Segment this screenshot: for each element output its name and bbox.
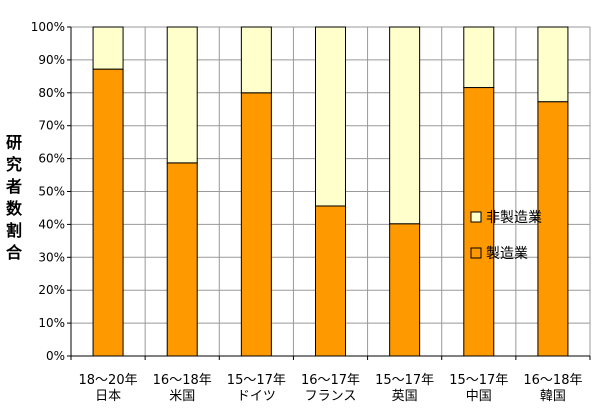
- bar-manufacturing: [240, 92, 272, 357]
- axes: [67, 26, 591, 360]
- x-tick-label-country: ドイツ: [237, 389, 276, 404]
- y-tick-label: 80%: [38, 86, 65, 100]
- bar-non-manufacturing: [166, 26, 198, 164]
- bar-manufacturing: [315, 205, 346, 357]
- bar-non-manufacturing: [315, 26, 346, 207]
- bar-manufacturing: [92, 68, 124, 357]
- legend-label: 非製造業: [486, 210, 542, 226]
- bar-non-manufacturing: [537, 26, 569, 103]
- x-tick-label-country: 韓国: [540, 389, 566, 404]
- x-tick-label-period: 15～17年: [227, 373, 286, 388]
- y-axis-label-char: 者: [5, 177, 22, 196]
- bar-non-manufacturing: [389, 26, 421, 225]
- legend-swatch: [470, 211, 482, 223]
- x-tick-label-period: 16～18年: [153, 373, 212, 388]
- x-tick-label-period: 18～20年: [79, 373, 138, 388]
- y-tick-label: 10%: [38, 316, 65, 330]
- y-axis-label-char: 研: [6, 133, 22, 152]
- bar-manufacturing: [537, 101, 569, 357]
- bars: [92, 26, 569, 357]
- y-tick-label: 50%: [38, 185, 65, 199]
- x-tick-label-period: 15～17年: [449, 373, 508, 388]
- y-tick-labels: 0% 10% 20% 30% 40% 50% 60% 70% 80% 90% 100%: [31, 20, 65, 363]
- y-tick-label: 20%: [38, 283, 65, 297]
- x-tick-label-country: 米国: [169, 389, 195, 404]
- y-tick-label: 30%: [38, 250, 65, 264]
- legend-swatch: [470, 247, 482, 259]
- x-tick-label-period: 16～18年: [523, 373, 582, 388]
- bar-non-manufacturing: [92, 26, 124, 70]
- bar-non-manufacturing: [240, 26, 272, 94]
- y-axis-label-char: 数: [6, 199, 23, 218]
- x-tick-labels: 18～20年日本16～18年米国15～17年ドイツ16～17年フランス15～17…: [79, 373, 583, 404]
- y-tick-label: 60%: [38, 152, 65, 166]
- bar-manufacturing: [389, 223, 421, 357]
- x-tick-label-period: 16～17年: [301, 373, 360, 388]
- x-tick-label-country: 英国: [392, 389, 418, 404]
- x-tick-label-period: 15～17年: [375, 373, 434, 388]
- x-tick-label-country: 中国: [466, 389, 492, 404]
- bar-non-manufacturing: [463, 26, 495, 89]
- legend-label: 製造業: [486, 246, 528, 262]
- y-tick-label: 40%: [38, 217, 65, 231]
- x-tick-label-country: 日本: [95, 389, 121, 404]
- x-tick-label-country: フランス: [305, 389, 357, 404]
- y-tick-label: 0%: [46, 349, 65, 363]
- y-tick-label: 70%: [38, 119, 65, 133]
- y-axis-label-char: 割: [6, 221, 22, 240]
- y-axis-label-char: 究: [6, 155, 22, 174]
- y-tick-label: 100%: [31, 20, 65, 34]
- bar-manufacturing: [166, 162, 198, 357]
- y-axis-label-char: 合: [6, 243, 23, 262]
- y-tick-label: 90%: [38, 53, 65, 67]
